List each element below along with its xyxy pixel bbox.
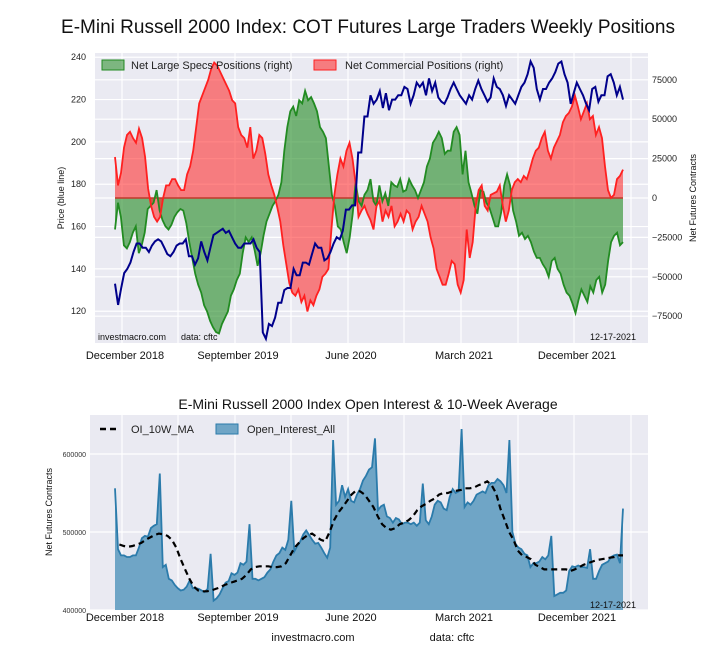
top-right-tick-label: 50000 [652,114,677,124]
top-right-ticks: −75000 −50000 −25000 0 25000 50000 75000 [652,75,682,321]
legend-commercial-swatch [313,59,337,71]
price-line [114,58,624,342]
top-left-tick-label: 200 [71,137,86,147]
top-left-tick-label: 140 [71,264,86,274]
oi-10w-ma-line [119,479,623,593]
bottom-tick-label: 500000 [63,530,86,537]
specs-area [115,90,623,334]
bottom-x-ticks: December 2018 September 2019 June 2020 Marc… [86,612,616,624]
bottom-tick-label: 400000 [63,608,86,615]
top-x-tick-label: June 2020 [325,350,376,362]
open-interest-line [114,428,624,603]
top-left-tick-label: 160 [71,222,86,232]
legend-ma-label: OI_10W_MA [131,424,195,436]
bottom-x-tick-label: June 2020 [325,612,376,624]
bottom-x-tick-label: December 2018 [86,612,164,624]
bottom-chart-title: E-Mini Russell 2000 Index Open Interest … [178,396,557,412]
top-date-note: 12-17-2021 [590,332,636,342]
legend-oi-label: Open_Interest_All [247,424,335,436]
top-left-tick-label: 120 [71,306,86,316]
top-left-ticks: 120 140 160 180 200 220 240 [71,52,86,316]
top-data-note: data: cftc [181,332,218,342]
bottom-x-tick-label: September 2019 [197,612,278,624]
bottom-x-tick-label: March 2021 [435,612,493,624]
top-chart-title: E-Mini Russell 2000 Index: COT Futures L… [61,17,675,38]
top-left-axis-label: Price (blue line) [56,167,66,230]
top-right-tick-label: −75000 [652,311,682,321]
legend-specs-label: Net Large Specs Positions (right) [131,60,292,72]
legend-oi-swatch [215,423,239,435]
top-right-axis-label: Net Futures Contracts [688,153,698,242]
top-left-tick-label: 180 [71,179,86,189]
top-right-tick-label: −25000 [652,232,682,242]
bottom-tick-label: 600000 [63,452,86,459]
bottom-axis-label: Net Futures Contracts [44,467,54,556]
legend-commercial-label: Net Commercial Positions (right) [345,60,503,72]
top-x-tick-label: March 2021 [435,350,493,362]
bottom-x-tick-label: December 2021 [538,612,616,624]
top-left-tick-label: 220 [71,95,86,105]
top-x-tick-label: December 2021 [538,350,616,362]
footer-site: investmacro.com [271,632,354,644]
top-right-tick-label: −50000 [652,272,682,282]
top-position-fills [115,62,623,334]
top-x-tick-label: December 2018 [86,350,164,362]
top-right-tick-label: 75000 [652,75,677,85]
top-x-tick-label: September 2019 [197,350,278,362]
top-right-tick-label: 25000 [652,154,677,164]
top-x-ticks: December 2018 September 2019 June 2020 Marc… [86,350,616,362]
bottom-y-ticks: 400000 500000 600000 [63,452,86,615]
bottom-marks [114,428,624,610]
top-right-tick-label: 0 [652,193,657,203]
commercial-line [114,60,624,312]
bottom-date-note: 12-17-2021 [590,600,636,610]
top-lines [114,58,624,342]
top-source-note: investmacro.com [98,332,166,342]
specs-line [114,87,624,335]
footer-data: data: cftc [430,632,475,644]
commercial-area [115,62,623,312]
legend-specs-swatch [101,59,125,71]
top-left-tick-label: 240 [71,52,86,62]
